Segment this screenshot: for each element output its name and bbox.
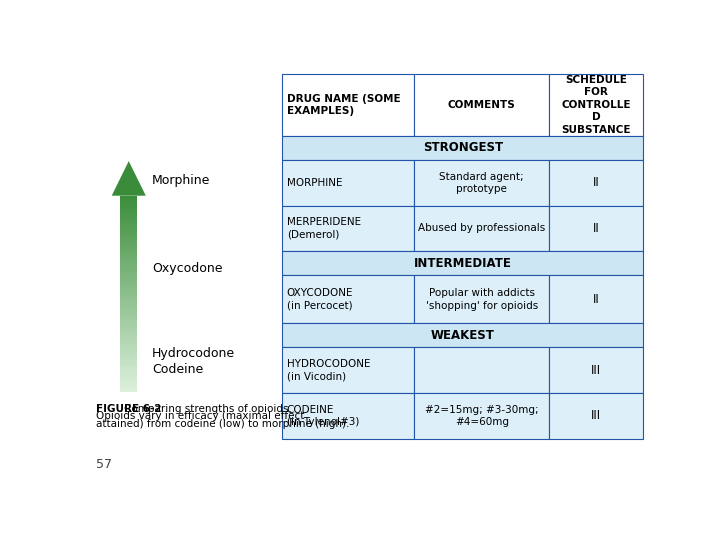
Bar: [549, 160, 644, 206]
Bar: [549, 206, 644, 251]
Bar: [414, 393, 549, 439]
Text: 57: 57: [96, 458, 112, 471]
Text: Comparing strengths of opioids.: Comparing strengths of opioids.: [125, 403, 292, 414]
Bar: [414, 275, 549, 323]
Polygon shape: [112, 161, 145, 195]
Bar: [414, 160, 549, 206]
Bar: [282, 74, 414, 136]
Bar: [282, 323, 644, 347]
Bar: [549, 74, 644, 136]
Text: III: III: [591, 409, 601, 422]
Bar: [414, 206, 549, 251]
Text: II: II: [593, 222, 600, 235]
Text: Standard agent;
prototype: Standard agent; prototype: [439, 172, 524, 194]
Text: HYDROCODONE
(in Vicodin): HYDROCODONE (in Vicodin): [287, 359, 370, 381]
Text: DRUG NAME (SOME
EXAMPLES): DRUG NAME (SOME EXAMPLES): [287, 93, 400, 116]
Text: II: II: [593, 176, 600, 189]
Text: OXYCODONE
(in Percocet): OXYCODONE (in Percocet): [287, 288, 354, 310]
Text: COMMENTS: COMMENTS: [448, 100, 516, 110]
Bar: [414, 74, 549, 136]
Text: Morphine: Morphine: [152, 174, 210, 187]
Text: INTERMEDIATE: INTERMEDIATE: [414, 257, 512, 270]
Bar: [282, 206, 414, 251]
Text: SCHEDULE
FOR
CONTROLLE
D
SUBSTANCE: SCHEDULE FOR CONTROLLE D SUBSTANCE: [562, 75, 631, 134]
Text: Hydrocodone
Codeine: Hydrocodone Codeine: [152, 347, 235, 376]
Text: Opioids vary in efficacy (maximal effect: Opioids vary in efficacy (maximal effect: [96, 411, 305, 421]
Bar: [282, 160, 414, 206]
Text: FIGURE 6-2: FIGURE 6-2: [96, 403, 166, 414]
Bar: [414, 347, 549, 393]
Text: attained) from codeine (low) to morphine (high).: attained) from codeine (low) to morphine…: [96, 419, 350, 429]
Text: STRONGEST: STRONGEST: [423, 141, 503, 154]
Text: Abused by professionals: Abused by professionals: [418, 224, 545, 233]
Text: II: II: [593, 293, 600, 306]
Text: WEAKEST: WEAKEST: [431, 329, 495, 342]
Text: Oxycodone: Oxycodone: [152, 262, 222, 275]
Text: CODEINE
(in Tylenol#3): CODEINE (in Tylenol#3): [287, 405, 359, 427]
Text: Popular with addicts
'shopping' for opioids: Popular with addicts 'shopping' for opio…: [426, 288, 538, 310]
Text: MERPERIDENE
(Demerol): MERPERIDENE (Demerol): [287, 217, 361, 240]
Text: #2=15mg; #3-30mg;
#4=60mg: #2=15mg; #3-30mg; #4=60mg: [425, 405, 539, 427]
Bar: [549, 393, 644, 439]
Text: MORPHINE: MORPHINE: [287, 178, 342, 188]
Bar: [282, 347, 414, 393]
Bar: [282, 251, 644, 275]
Bar: [549, 275, 644, 323]
Bar: [549, 347, 644, 393]
Text: III: III: [591, 364, 601, 377]
Bar: [282, 136, 644, 160]
Bar: [282, 275, 414, 323]
Bar: [282, 393, 414, 439]
